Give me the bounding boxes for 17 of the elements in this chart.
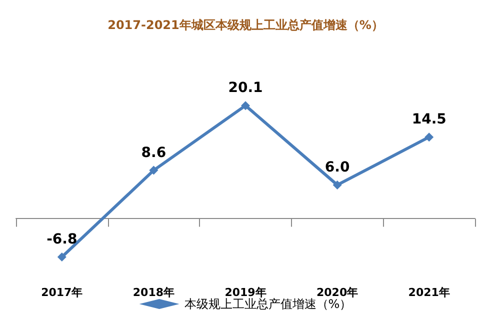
point — [332, 180, 342, 190]
point — [149, 166, 158, 175]
data-label: 8.6 — [141, 144, 166, 161]
legend-label: 本级规上工业总产值增速（%） — [184, 297, 352, 311]
x-tick-label: 2021年 — [408, 286, 450, 299]
x-tick-label: 2018年 — [132, 286, 175, 299]
x-tick-label: 2019年 — [224, 286, 266, 299]
data-label: 6.0 — [324, 159, 350, 176]
point — [241, 101, 250, 110]
data-label: -6.8 — [46, 231, 78, 248]
data-label: 14.5 — [412, 112, 446, 128]
point — [424, 132, 434, 142]
x-tick-label: 2017年 — [41, 286, 83, 299]
data-label: 20.1 — [228, 80, 263, 96]
point — [57, 252, 66, 262]
x-tick-label: 2020年 — [316, 286, 358, 299]
chart-title: 2017-2021年城区本级规上工业总产值增速（%） — [108, 18, 384, 32]
